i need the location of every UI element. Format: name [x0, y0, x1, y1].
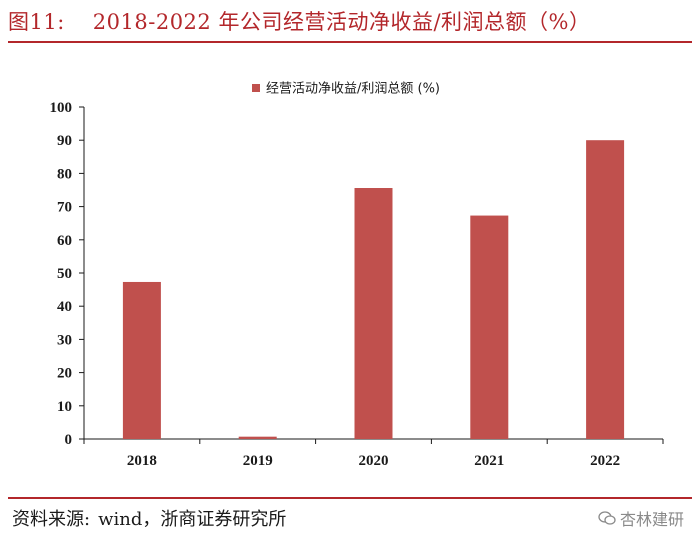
y-tick-label: 40: [57, 299, 72, 315]
source-label: 资料来源:: [12, 509, 91, 530]
source-rule: [8, 497, 692, 499]
bar-chart: 经营活动净收益/利润总额 (%) 0 10 20 30 40 50 60 70 80 90 100 20…: [50, 82, 664, 469]
figure-label: 图11:: [8, 10, 65, 34]
legend-swatch: [252, 84, 260, 92]
y-tick-label: 80: [57, 166, 72, 182]
y-tick-label: 100: [50, 100, 73, 116]
figure-title: 图11: 2018-2022 年公司经营活动净收益/利润总额（%）: [8, 6, 590, 36]
y-tick-label: 90: [57, 133, 72, 149]
x-tick-label: 2020: [359, 453, 389, 469]
bar-2018: [122, 281, 161, 439]
y-tick-label: 10: [57, 399, 72, 415]
title-rule: [8, 41, 692, 43]
source-text: wind，浙商证券研究所: [98, 509, 287, 530]
y-tick-label: 30: [57, 332, 72, 348]
watermark-text: 杏林建研: [619, 510, 684, 529]
source-line: 资料来源: wind，浙商证券研究所: [12, 505, 286, 531]
x-tick-label: 2019: [243, 453, 273, 469]
y-tick-label: 60: [57, 233, 72, 249]
y-tick-label: 50: [57, 266, 72, 282]
bar-2019: [238, 436, 277, 439]
bar-2022: [586, 140, 625, 439]
wechat-icon: [598, 511, 616, 525]
y-tick-label: 20: [57, 366, 72, 382]
bar-2021: [470, 215, 509, 439]
figure-title-text: 2018-2022 年公司经营活动净收益/利润总额（%）: [92, 10, 591, 34]
x-tick-label: 2022: [590, 453, 620, 469]
watermark: 杏林建研: [598, 506, 684, 530]
x-tick-label: 2018: [127, 453, 157, 469]
legend-label: 经营活动净收益/利润总额 (%): [266, 82, 440, 97]
y-tick-label: 0: [65, 432, 73, 448]
bar-2020: [354, 188, 393, 439]
x-tick-label: 2021: [474, 453, 504, 469]
y-tick-label: 70: [57, 200, 72, 216]
